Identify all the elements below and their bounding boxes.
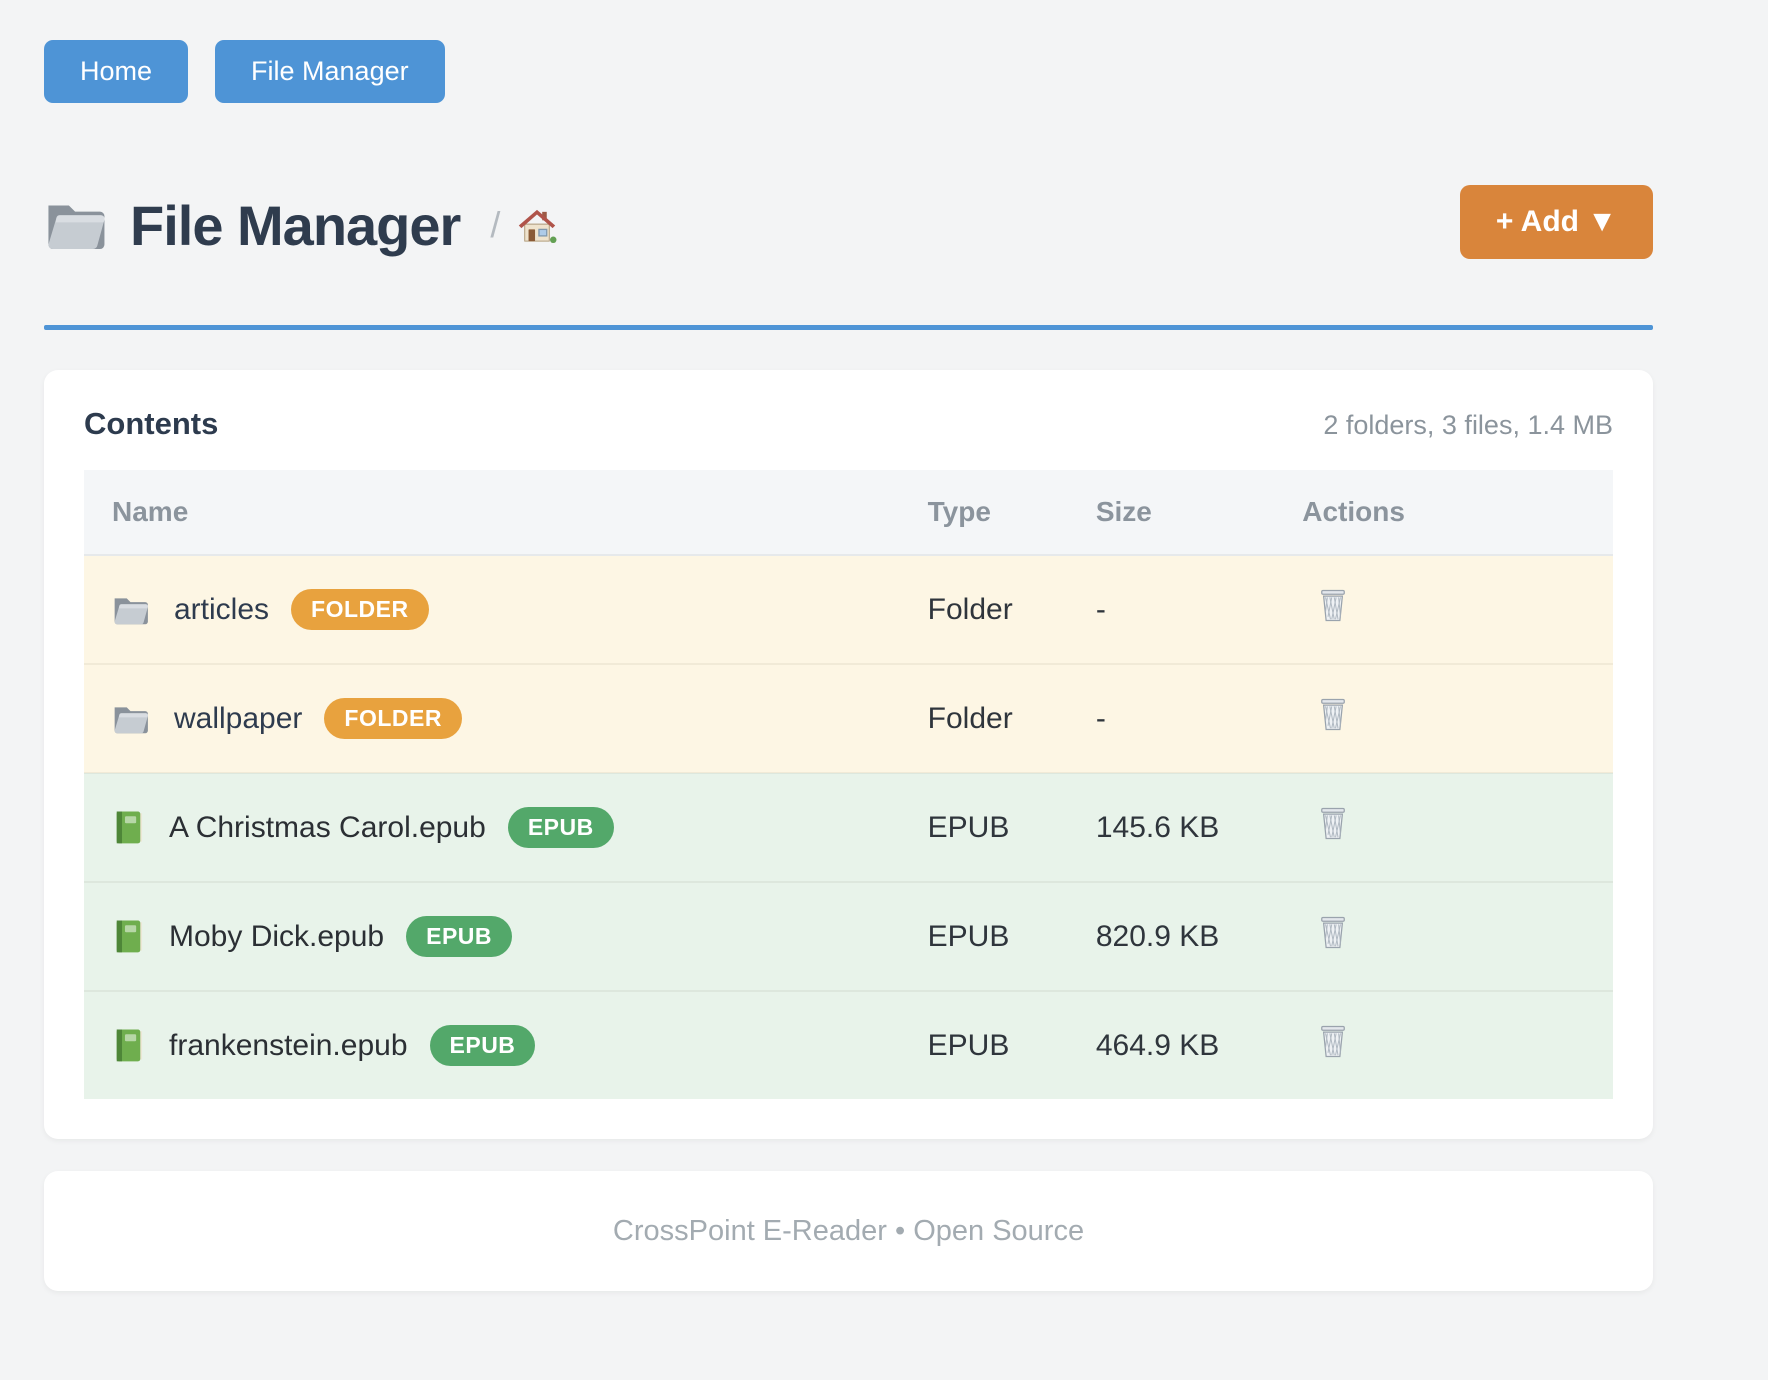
- item-name-link[interactable]: frankenstein.epub: [169, 1028, 408, 1062]
- trash-icon: [1318, 1024, 1348, 1062]
- actions-cell: [1284, 555, 1613, 664]
- name-cell: frankenstein.epub EPUB: [84, 990, 910, 1100]
- home-icon[interactable]: [516, 206, 558, 245]
- delete-button[interactable]: [1318, 697, 1348, 735]
- size-cell: 820.9 KB: [1077, 881, 1285, 992]
- delete-button[interactable]: [1318, 1024, 1348, 1062]
- column-header-name: Name: [84, 470, 910, 557]
- contents-card-header: Contents 2 folders, 3 files, 1.4 MB: [84, 406, 1613, 442]
- type-badge: EPUB: [429, 1024, 536, 1067]
- contents-heading: Contents: [84, 406, 219, 442]
- item-name-link[interactable]: wallpaper: [174, 701, 303, 735]
- type-badge: EPUB: [406, 915, 513, 958]
- nav-file-manager-button[interactable]: File Manager: [215, 40, 445, 104]
- table-row: A Christmas Carol.epub EPUB EPUB 145.6 K…: [84, 772, 1613, 883]
- type-cell: EPUB: [909, 881, 1078, 992]
- table-row: Moby Dick.epub EPUB EPUB 820.9 KB: [84, 881, 1613, 992]
- book-icon: [112, 918, 145, 956]
- contents-table-head: Name Type Size Actions: [84, 470, 1613, 557]
- nav-home-button[interactable]: Home: [44, 40, 189, 104]
- table-row: articles FOLDER Folder -: [84, 555, 1613, 665]
- delete-button[interactable]: [1318, 806, 1348, 844]
- item-name-link[interactable]: articles: [174, 592, 270, 626]
- page-header: File Manager / + Add ▼: [44, 183, 1653, 267]
- column-header-type: Type: [909, 470, 1078, 557]
- delete-button[interactable]: [1318, 588, 1348, 626]
- name-cell: Moby Dick.epub EPUB: [84, 881, 910, 992]
- item-name-link[interactable]: Moby Dick.epub: [169, 919, 385, 953]
- column-header-actions: Actions: [1284, 470, 1613, 557]
- contents-table-body: articles FOLDER Folder -: [84, 555, 1613, 1100]
- size-cell: 464.9 KB: [1077, 990, 1285, 1100]
- contents-summary: 2 folders, 3 files, 1.4 MB: [1323, 410, 1613, 441]
- table-row: frankenstein.epub EPUB EPUB 464.9 KB: [84, 990, 1613, 1100]
- size-cell: 145.6 KB: [1077, 772, 1285, 883]
- footer-text: CrossPoint E-Reader • Open Source: [612, 1214, 1085, 1247]
- size-cell: -: [1077, 663, 1285, 774]
- breadcrumb-separator: /: [490, 204, 501, 246]
- item-name-link[interactable]: A Christmas Carol.epub: [169, 810, 486, 844]
- type-cell: EPUB: [909, 990, 1078, 1100]
- header-divider: [44, 325, 1653, 331]
- footer: CrossPoint E-Reader • Open Source: [44, 1171, 1653, 1292]
- top-nav: Home File Manager: [44, 40, 1653, 104]
- trash-icon: [1318, 915, 1348, 953]
- folder-icon: [44, 198, 108, 252]
- actions-cell: [1284, 990, 1613, 1100]
- name-cell: A Christmas Carol.epub EPUB: [84, 772, 910, 883]
- page: Home File Manager File Manager /: [44, 0, 1653, 1292]
- actions-cell: [1284, 663, 1613, 774]
- type-cell: Folder: [927, 592, 1013, 626]
- delete-button[interactable]: [1318, 915, 1348, 953]
- folder-icon: [112, 703, 150, 735]
- type-badge: FOLDER: [324, 697, 462, 740]
- contents-card: Contents 2 folders, 3 files, 1.4 MB Name…: [44, 370, 1653, 1140]
- folder-icon: [112, 594, 150, 626]
- trash-icon: [1318, 588, 1348, 626]
- actions-cell: [1284, 881, 1613, 992]
- page-title: File Manager: [130, 193, 461, 257]
- type-cell: EPUB: [909, 772, 1078, 883]
- name-cell: wallpaper FOLDER: [84, 663, 910, 774]
- contents-table: Name Type Size Actions: [84, 470, 1613, 1100]
- add-button[interactable]: + Add ▼: [1459, 185, 1653, 260]
- book-icon: [112, 1027, 145, 1065]
- name-cell: articles FOLDER: [84, 555, 910, 664]
- size-cell: -: [1095, 592, 1106, 626]
- table-row: wallpaper FOLDER Folder -: [84, 663, 1613, 774]
- type-badge: FOLDER: [291, 588, 429, 631]
- type-badge: EPUB: [507, 806, 614, 849]
- trash-icon: [1318, 806, 1348, 844]
- breadcrumb: /: [490, 204, 558, 246]
- column-header-size: Size: [1077, 470, 1285, 557]
- book-icon: [112, 809, 145, 847]
- trash-icon: [1318, 697, 1348, 735]
- actions-cell: [1284, 772, 1613, 883]
- type-cell: Folder: [909, 663, 1078, 774]
